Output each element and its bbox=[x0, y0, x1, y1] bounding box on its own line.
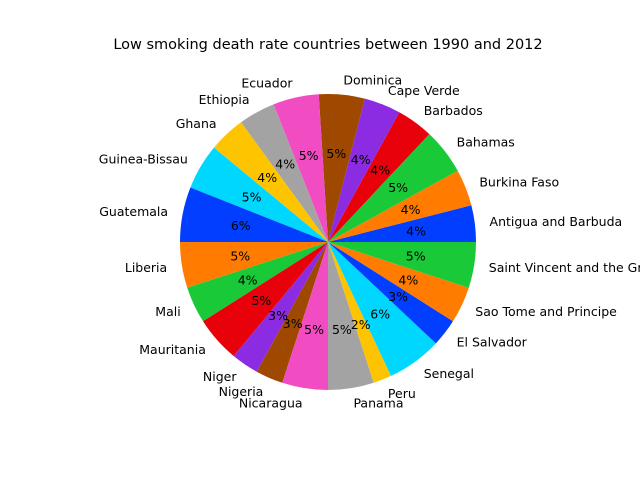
pct-dominica: 5% bbox=[326, 146, 346, 161]
pct-liberia: 5% bbox=[230, 248, 250, 263]
pie-labels: Antigua and Barbuda Burkina Faso Bahamas Ba… bbox=[99, 72, 640, 410]
slice-nigeria bbox=[256, 242, 328, 383]
pct-antigua-and-barbuda: 4% bbox=[406, 223, 426, 238]
pct-senegal: 6% bbox=[370, 306, 390, 321]
pie-percent-labels: 4%4%5%4%4%5%5%4%4%5%6%5%4%5%3%3% 5% 5%2%6%… bbox=[230, 146, 426, 337]
pct-saint-vincent-and-the-grenadines: 5% bbox=[406, 248, 426, 263]
label-senegal: Senegal bbox=[424, 366, 474, 381]
pct-bahamas: 5% bbox=[388, 180, 408, 195]
label-mauritania: Mauritania bbox=[139, 342, 206, 357]
label-peru: Peru bbox=[388, 386, 416, 401]
chart-title: Low smoking death rate countries between… bbox=[113, 37, 542, 53]
slice-panama bbox=[328, 242, 374, 390]
slice-ethiopia bbox=[241, 104, 328, 242]
pct-sao-tome-and-principe: 4% bbox=[398, 272, 418, 287]
slice-antigua-and-barbuda bbox=[328, 205, 476, 242]
slice-peru bbox=[328, 242, 392, 383]
pct-peru: 2% bbox=[351, 317, 371, 332]
pct-nigeria: 3% bbox=[283, 316, 303, 331]
label-burkina-faso: Burkina Faso bbox=[479, 175, 559, 190]
label-niger: Niger bbox=[203, 369, 237, 384]
pct-panama: 5% bbox=[332, 322, 352, 337]
slice-guinea-bissau bbox=[190, 147, 328, 242]
label-saint-vincent-and-the-grenadines: Saint Vincent and the Grenadines bbox=[489, 260, 640, 275]
label-sao-tome-and-principe: Sao Tome and Principe bbox=[475, 304, 617, 319]
pie-slices bbox=[180, 94, 476, 390]
pct-ethiopia: 4% bbox=[275, 157, 295, 172]
pct-guatemala: 6% bbox=[231, 218, 251, 233]
slice-cape-verde bbox=[328, 98, 400, 242]
slice-sao-tome-and-principe bbox=[328, 242, 469, 322]
slice-ecuador bbox=[273, 94, 328, 242]
slice-senegal bbox=[328, 242, 436, 376]
label-ecuador: Ecuador bbox=[241, 76, 293, 91]
pct-ghana: 4% bbox=[257, 170, 277, 185]
slice-bahamas bbox=[328, 134, 458, 242]
label-guinea-bissau: Guinea-Bissau bbox=[99, 152, 188, 167]
label-el-salvador: El Salvador bbox=[457, 334, 528, 349]
label-bahamas: Bahamas bbox=[457, 135, 515, 150]
label-mali: Mali bbox=[155, 304, 180, 319]
label-ethiopia: Ethiopia bbox=[199, 92, 250, 107]
label-guatemala: Guatemala bbox=[99, 204, 168, 219]
pct-el-salvador: 3% bbox=[388, 289, 408, 304]
slice-barbados bbox=[328, 112, 430, 242]
slice-mali bbox=[187, 242, 328, 322]
slice-mauritania bbox=[203, 242, 328, 357]
label-nicaragua: Nicaragua bbox=[239, 395, 303, 410]
slice-nicaragua bbox=[282, 242, 328, 390]
pct-niger: 3% bbox=[268, 308, 288, 323]
pct-cape-verde: 4% bbox=[351, 152, 371, 167]
slice-ghana bbox=[213, 122, 328, 242]
slice-niger bbox=[233, 242, 328, 372]
label-liberia: Liberia bbox=[125, 260, 167, 275]
slice-burkina-faso bbox=[328, 170, 472, 242]
slice-saint-vincent-and-the-grenadines bbox=[328, 242, 476, 288]
label-ghana: Ghana bbox=[176, 116, 217, 131]
pct-burkina-faso: 4% bbox=[401, 202, 421, 217]
pct-mali: 4% bbox=[238, 272, 258, 287]
pct-ecuador: 5% bbox=[299, 148, 319, 163]
slice-liberia bbox=[180, 242, 328, 288]
label-nigeria: Nigeria bbox=[219, 384, 264, 399]
pct-mauritania: 5% bbox=[251, 293, 271, 308]
pct-barbados: 4% bbox=[370, 163, 390, 178]
label-antigua-and-barbuda: Antigua and Barbuda bbox=[490, 214, 623, 229]
label-barbados: Barbados bbox=[424, 103, 483, 118]
label-dominica: Dominica bbox=[343, 72, 402, 87]
label-panama: Panama bbox=[353, 395, 403, 410]
pct-guinea-bissau: 5% bbox=[242, 189, 262, 204]
pct-nicaragua: 5% bbox=[304, 322, 324, 337]
label-cape-verde: Cape Verde bbox=[388, 83, 460, 98]
slice-guatemala bbox=[180, 187, 328, 242]
slice-dominica bbox=[318, 94, 365, 242]
slice-el-salvador bbox=[328, 242, 453, 344]
